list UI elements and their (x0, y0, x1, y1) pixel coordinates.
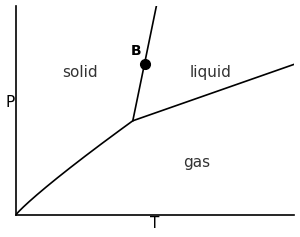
Y-axis label: P: P (6, 95, 15, 110)
Text: B: B (130, 44, 141, 58)
Text: solid: solid (62, 65, 98, 80)
X-axis label: T: T (150, 216, 160, 232)
Text: liquid: liquid (190, 65, 232, 80)
Text: gas: gas (183, 155, 211, 170)
